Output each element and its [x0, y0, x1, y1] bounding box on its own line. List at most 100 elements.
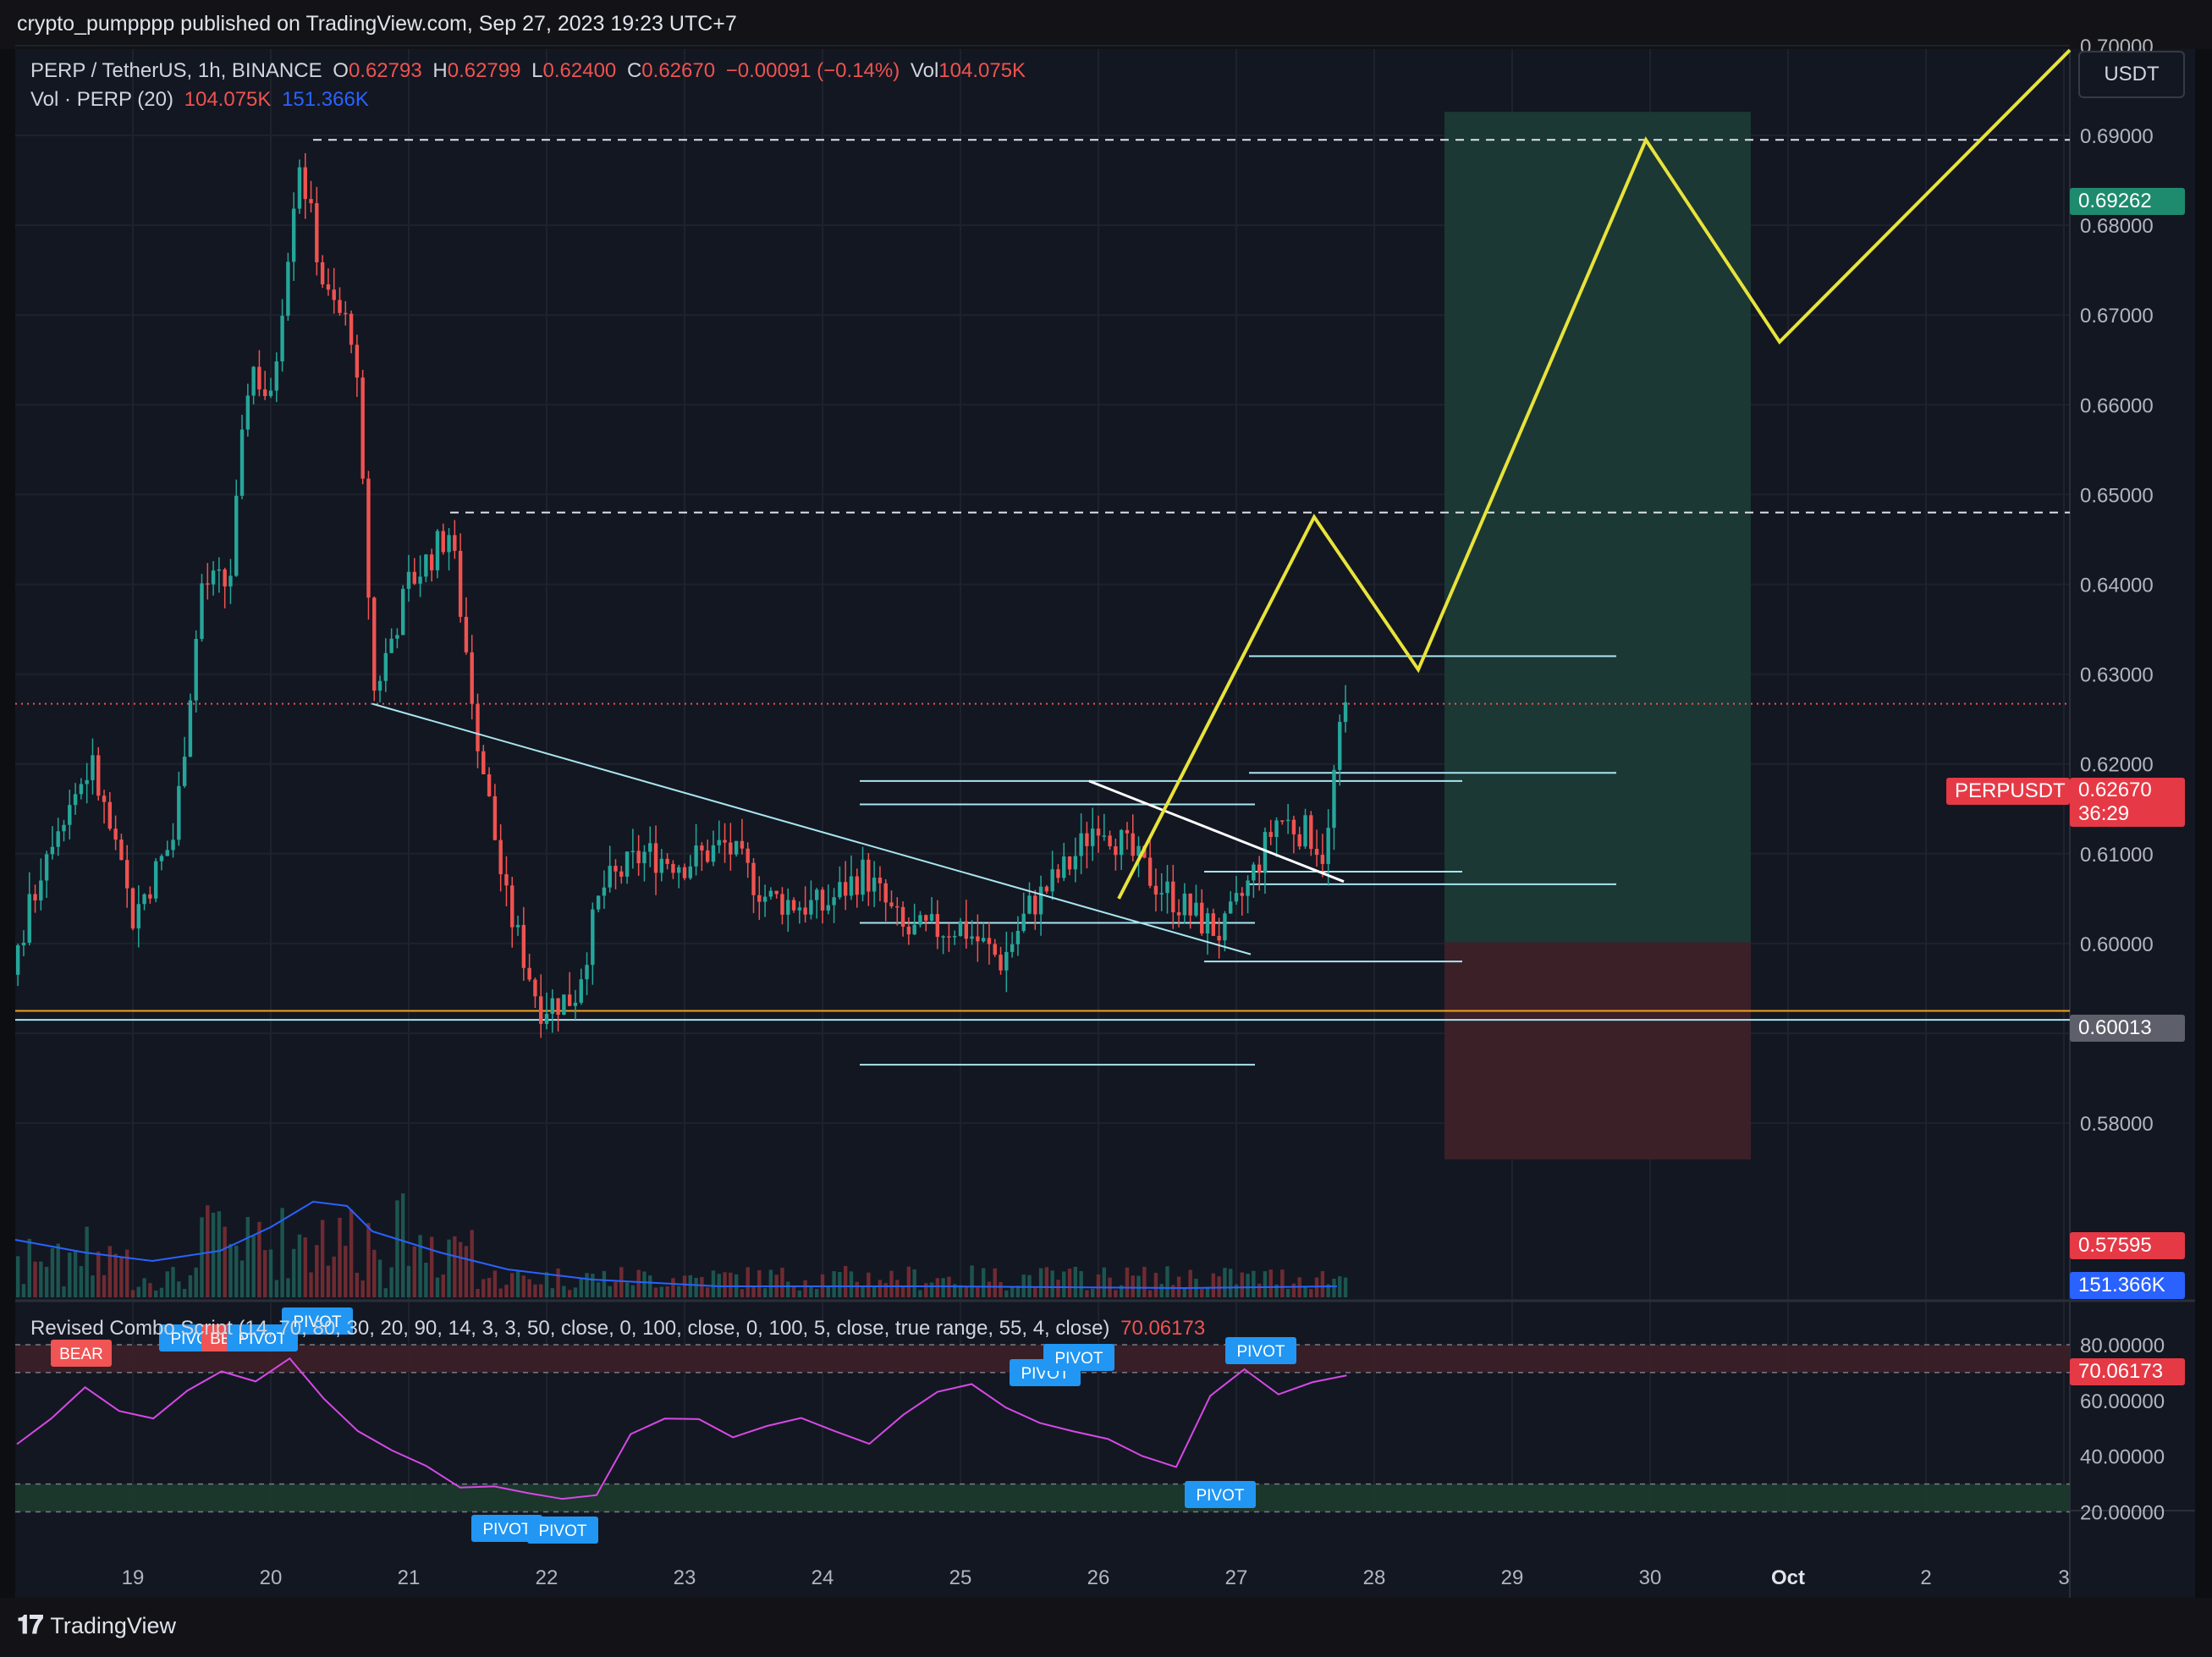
volume-bar	[349, 1209, 354, 1297]
pivot-marker: PIVOT	[1185, 1481, 1256, 1508]
time-tick: 28	[1363, 1566, 1386, 1589]
candle-body	[1314, 849, 1319, 856]
volume-bar	[504, 1285, 509, 1297]
volume-bar	[1229, 1269, 1233, 1297]
volume-bar	[705, 1287, 710, 1297]
volume-bar	[780, 1267, 784, 1297]
entry-price-tag: 0.60013	[2070, 1015, 2185, 1042]
candle-body	[223, 569, 227, 587]
candle-body	[861, 859, 865, 895]
volume-bar	[1200, 1289, 1204, 1297]
volume-bar	[360, 1280, 365, 1297]
candle-body	[1268, 832, 1273, 838]
price-tick: 0.69000	[2080, 125, 2154, 148]
candle-body	[717, 840, 721, 845]
candle-body	[562, 994, 566, 1016]
volume-bar	[642, 1271, 647, 1297]
volume-bar	[849, 1271, 854, 1297]
volume-bar	[27, 1238, 31, 1297]
volume-bar	[1136, 1275, 1141, 1297]
marker-box	[1185, 1481, 1256, 1508]
volume-bar	[297, 1234, 302, 1297]
candle-body	[757, 895, 762, 902]
candle-body	[1343, 702, 1348, 723]
candle-body	[642, 851, 647, 864]
volume-bar	[832, 1271, 836, 1297]
candle-body	[1252, 864, 1256, 881]
volume-bar	[648, 1275, 652, 1297]
candle-body	[1010, 944, 1015, 952]
marker-text: PIVOT	[538, 1522, 586, 1540]
candle-body	[648, 843, 652, 852]
pivot-marker: PIVOT	[1225, 1337, 1296, 1364]
time-tick: Oct	[1771, 1566, 1805, 1589]
volume-bar	[372, 1249, 377, 1297]
time-tick: 2	[1920, 1566, 1931, 1589]
volume-bar	[223, 1226, 227, 1297]
candle-body	[573, 1002, 578, 1006]
volume-bar	[625, 1282, 630, 1297]
volume-bar	[286, 1278, 290, 1297]
volume-bar	[383, 1288, 388, 1297]
candle-body	[171, 840, 175, 851]
candle-body	[315, 203, 319, 262]
candle-body	[188, 700, 193, 757]
symbol-tag: PERPUSDT	[1946, 778, 2070, 805]
volume-bar	[1033, 1287, 1037, 1297]
volume-bar	[1291, 1283, 1296, 1297]
volume-bar	[843, 1265, 848, 1297]
candle-body	[762, 896, 768, 902]
volume-bar	[481, 1279, 486, 1297]
oscillator-name: Revised Combo Script (14, 70, 80, 30, 20…	[30, 1317, 1110, 1340]
currency-button[interactable]: USDT	[2078, 51, 2185, 98]
volume-bar	[62, 1285, 66, 1297]
candle-body	[142, 894, 146, 905]
bear-marker: BEAR	[51, 1340, 112, 1367]
volume-bar	[993, 1268, 997, 1297]
volume-bar	[424, 1263, 428, 1297]
candle-body	[263, 389, 267, 397]
candle-body	[406, 571, 411, 589]
trendline	[371, 702, 1252, 955]
marker-text: PIVOT	[1054, 1350, 1103, 1368]
volume-bar	[544, 1272, 549, 1297]
candle-body	[895, 906, 900, 908]
volume-bar	[878, 1280, 883, 1297]
candle-body	[636, 851, 641, 864]
candle-body	[39, 880, 43, 900]
candle-body	[1188, 893, 1192, 916]
volume-bar	[1171, 1285, 1175, 1297]
candle-body	[947, 936, 951, 938]
tradingview-brand[interactable]: 𝟏𝟕 TradingView	[17, 1611, 176, 1640]
volume-bar	[1285, 1288, 1290, 1297]
tradingview-logo-icon: 𝟏𝟕	[17, 1611, 43, 1639]
volume-bar	[861, 1286, 865, 1297]
volume-bar	[148, 1283, 152, 1297]
volume-bar	[596, 1282, 601, 1297]
candle-body	[309, 199, 313, 204]
candle-body	[912, 924, 916, 935]
price-tick: 0.65000	[2080, 484, 2154, 507]
volume-bar	[906, 1266, 911, 1297]
loss-zone	[1444, 942, 1751, 1160]
volume-bar	[1326, 1284, 1330, 1297]
candle-body	[366, 478, 371, 598]
chart-canvas[interactable]: BEARPIVOTBEARPIVOTPIVOTPIVOTPIVOTPIVOTPI…	[0, 0, 2212, 1598]
volume-bar	[263, 1250, 267, 1297]
volume-bar	[1004, 1290, 1009, 1297]
volume-bar	[521, 1275, 526, 1297]
volume-bar	[406, 1265, 411, 1297]
volume-bar	[39, 1261, 43, 1297]
volume-bar	[435, 1277, 440, 1297]
candle-body	[958, 921, 963, 937]
volume-bar	[1010, 1286, 1015, 1297]
candle-body	[953, 936, 957, 938]
price-tick: 0.58000	[2080, 1113, 2154, 1136]
candle-body	[935, 914, 940, 938]
candle-body	[332, 289, 336, 300]
volume-bar	[1343, 1277, 1348, 1297]
candle-body	[843, 882, 848, 896]
stop-price-tag: 0.57595	[2070, 1232, 2185, 1259]
candle-body	[1176, 912, 1181, 916]
volume-bar	[964, 1285, 968, 1297]
